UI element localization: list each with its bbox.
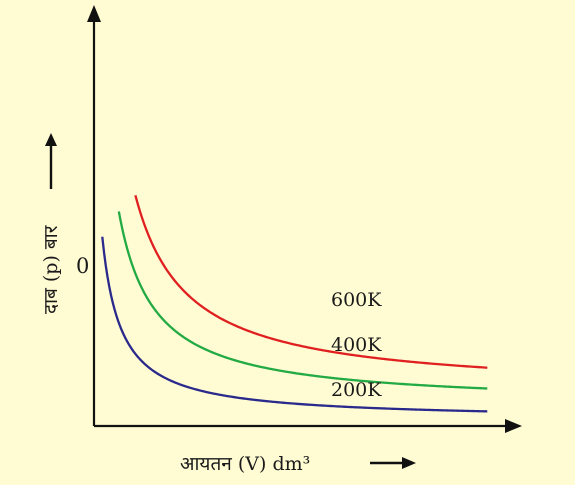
y-axis-title-group: दाब (p) बार (40, 133, 62, 314)
x-axis-title: आयतन (V) dm³ (180, 453, 310, 475)
y-axis-arrowhead (87, 5, 101, 22)
x-axis-title-arrowhead (402, 457, 416, 469)
series-line-600k (134, 194, 488, 369)
series-layer (101, 194, 488, 413)
y-axis-title-arrowhead (45, 133, 57, 146)
series-label-200k: 200K (331, 379, 382, 401)
y-axis-title: दाब (p) बार (40, 224, 62, 314)
series-line-200k (101, 236, 488, 413)
origin-label: 0 (76, 254, 89, 278)
x-axis-arrowhead (505, 419, 522, 433)
series-label-600k: 600K (331, 289, 382, 311)
series-line-400k (117, 211, 488, 390)
series-label-400k: 400K (331, 334, 382, 356)
